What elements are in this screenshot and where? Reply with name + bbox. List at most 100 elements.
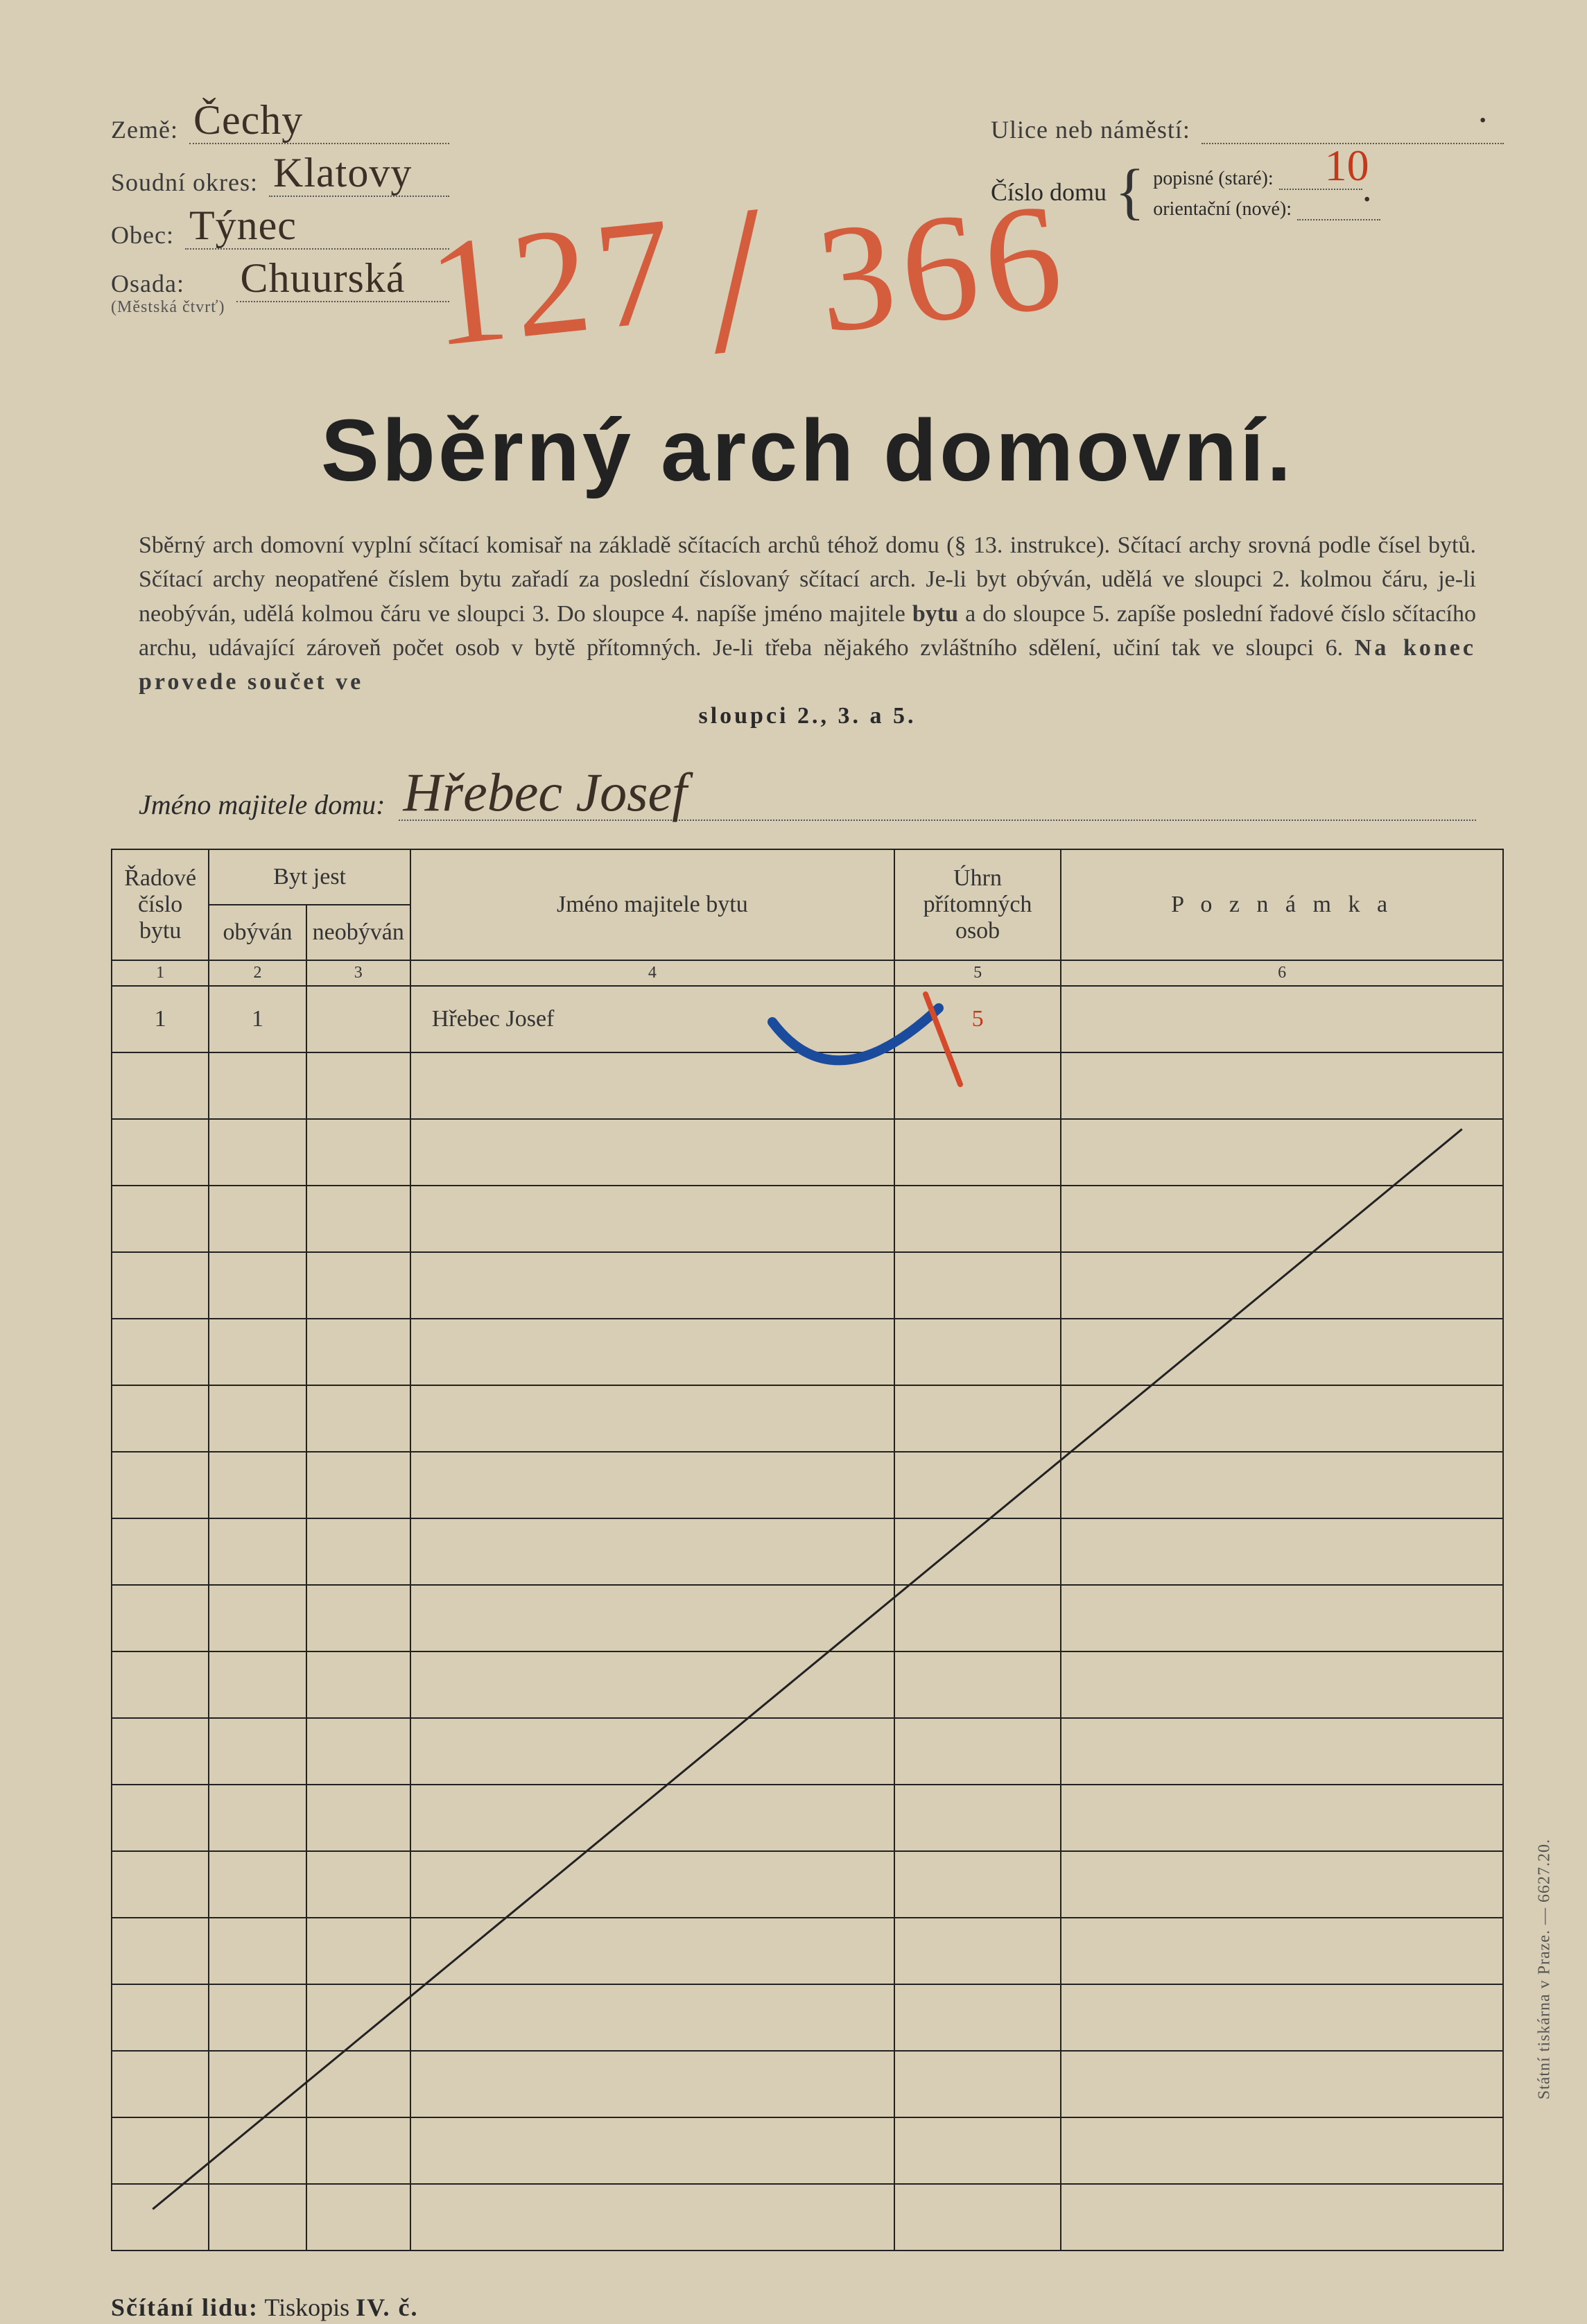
table-row bbox=[112, 2051, 1503, 2117]
empty-cell bbox=[1061, 2051, 1503, 2117]
field-popisne: popisné (staré): 10 bbox=[1153, 164, 1380, 190]
footer: Sčítání lidu: Tiskopis IV. č. bbox=[111, 2293, 1504, 2322]
label-orientacni: orientační (nové): bbox=[1153, 198, 1292, 220]
table-row bbox=[112, 1452, 1503, 1518]
empty-cell bbox=[112, 2051, 209, 2117]
value-soudni-okres: Klatovy bbox=[273, 149, 412, 197]
th-neobyvan: neobýván bbox=[306, 905, 410, 960]
empty-cell bbox=[209, 1718, 306, 1785]
brace-icon: { bbox=[1115, 173, 1145, 211]
empty-cell bbox=[410, 1319, 894, 1385]
empty-cell bbox=[894, 1186, 1061, 1252]
empty-cell bbox=[1061, 2117, 1503, 2184]
empty-cell bbox=[1061, 1119, 1503, 1186]
cell-neobyvan bbox=[306, 986, 410, 1052]
field-ulice: Ulice neb náměstí: · bbox=[991, 111, 1504, 144]
empty-cell bbox=[306, 1252, 410, 1319]
label-popisne: popisné (staré): bbox=[1153, 168, 1273, 190]
colnum-row: 1 2 3 4 5 6 bbox=[112, 960, 1503, 986]
cell-owner: Hřebec Josef bbox=[410, 986, 894, 1052]
empty-cell bbox=[1061, 1452, 1503, 1518]
empty-cell bbox=[894, 1119, 1061, 1186]
empty-cell bbox=[209, 1851, 306, 1918]
empty-cell bbox=[209, 2051, 306, 2117]
empty-cell bbox=[306, 1052, 410, 1119]
empty-cell bbox=[410, 1851, 894, 1918]
owner-row: Jméno majitele domu: Hřebec Josef bbox=[139, 778, 1476, 821]
table-body: 1 1 Hřebec Josef 5 bbox=[112, 986, 1503, 2251]
empty-cell bbox=[112, 2117, 209, 2184]
empty-cell bbox=[410, 1651, 894, 1718]
empty-cell bbox=[112, 1452, 209, 1518]
th-uhrn: Úhrn přítomných osob bbox=[894, 849, 1061, 960]
empty-cell bbox=[410, 2117, 894, 2184]
table-row: 1 1 Hřebec Josef 5 bbox=[112, 986, 1503, 1052]
value-orientacni: · bbox=[1360, 177, 1373, 222]
cell-num: 1 bbox=[112, 986, 209, 1052]
th-jmeno-bytu-text: Jméno majitele bytu bbox=[557, 892, 748, 917]
table-row bbox=[112, 1984, 1503, 2051]
empty-cell bbox=[306, 1918, 410, 1984]
value-zeme: Čechy bbox=[193, 96, 303, 144]
colnum-6: 6 bbox=[1061, 960, 1503, 986]
empty-cell bbox=[209, 2184, 306, 2251]
owner-input: Hřebec Josef bbox=[399, 778, 1476, 821]
colnum-2: 2 bbox=[209, 960, 306, 986]
empty-cell bbox=[894, 1385, 1061, 1452]
instr-bytu: bytu bbox=[912, 601, 958, 627]
empty-cell bbox=[306, 1718, 410, 1785]
empty-cell bbox=[894, 2117, 1061, 2184]
empty-cell bbox=[112, 1851, 209, 1918]
empty-cell bbox=[209, 1252, 306, 1319]
th-jmeno-bytu: Jméno majitele bytu bbox=[410, 849, 894, 960]
footer-bold1: Sčítání lidu: bbox=[111, 2293, 259, 2321]
input-zeme: Čechy bbox=[189, 111, 449, 144]
empty-cell bbox=[112, 1785, 209, 1851]
th-obyvan: obýván bbox=[209, 905, 306, 960]
empty-cell bbox=[1061, 1785, 1503, 1851]
empty-cell bbox=[410, 1186, 894, 1252]
empty-cell bbox=[1061, 1984, 1503, 2051]
field-obec: Obec: Týnec bbox=[111, 216, 449, 250]
colnum-1: 1 bbox=[112, 960, 209, 986]
empty-cell bbox=[410, 1918, 894, 1984]
empty-cell bbox=[894, 1718, 1061, 1785]
label-cislo-domu: Číslo domu bbox=[991, 177, 1107, 207]
empty-cell bbox=[1061, 1518, 1503, 1585]
owner-value: Hřebec Josef bbox=[403, 761, 686, 824]
empty-cell bbox=[894, 1252, 1061, 1319]
empty-cell bbox=[209, 1319, 306, 1385]
table-row bbox=[112, 1119, 1503, 1186]
label-soudni-okres: Soudní okres: bbox=[111, 168, 258, 197]
empty-cell bbox=[894, 1319, 1061, 1385]
empty-cell bbox=[1061, 1651, 1503, 1718]
input-ulice: · bbox=[1202, 111, 1504, 144]
table-row bbox=[112, 1718, 1503, 1785]
value-ulice: · bbox=[1476, 98, 1490, 143]
empty-cell bbox=[209, 1651, 306, 1718]
empty-cell bbox=[306, 1651, 410, 1718]
empty-cell bbox=[112, 1984, 209, 2051]
empty-cell bbox=[209, 1452, 306, 1518]
empty-cell bbox=[410, 1785, 894, 1851]
table-row bbox=[112, 2117, 1503, 2184]
printer-mark: Státní tiskárna v Praze. — 6627.20. bbox=[1535, 1839, 1554, 2099]
value-obec: Týnec bbox=[189, 202, 297, 250]
empty-cell bbox=[112, 1385, 209, 1452]
empty-cell bbox=[410, 1984, 894, 2051]
empty-cell bbox=[112, 1518, 209, 1585]
footer-bold2: IV. č. bbox=[356, 2293, 418, 2321]
th-radove: Řadové číslo bytu bbox=[112, 849, 209, 960]
cell-uhrn: 5 bbox=[894, 986, 1061, 1052]
empty-cell bbox=[306, 2184, 410, 2251]
empty-cell bbox=[112, 1052, 209, 1119]
empty-cell bbox=[894, 1651, 1061, 1718]
table-row bbox=[112, 1651, 1503, 1718]
empty-cell bbox=[410, 1119, 894, 1186]
empty-cell bbox=[410, 2184, 894, 2251]
empty-cell bbox=[1061, 1252, 1503, 1319]
empty-cell bbox=[306, 2051, 410, 2117]
owner-label: Jméno majitele domu: bbox=[139, 788, 385, 821]
table-row bbox=[112, 1918, 1503, 1984]
empty-cell bbox=[209, 1119, 306, 1186]
